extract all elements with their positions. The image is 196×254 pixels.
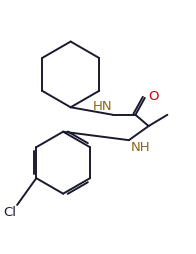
Text: O: O bbox=[148, 90, 159, 103]
Text: HN: HN bbox=[92, 100, 112, 113]
Text: Cl: Cl bbox=[3, 206, 16, 219]
Text: NH: NH bbox=[130, 141, 150, 154]
